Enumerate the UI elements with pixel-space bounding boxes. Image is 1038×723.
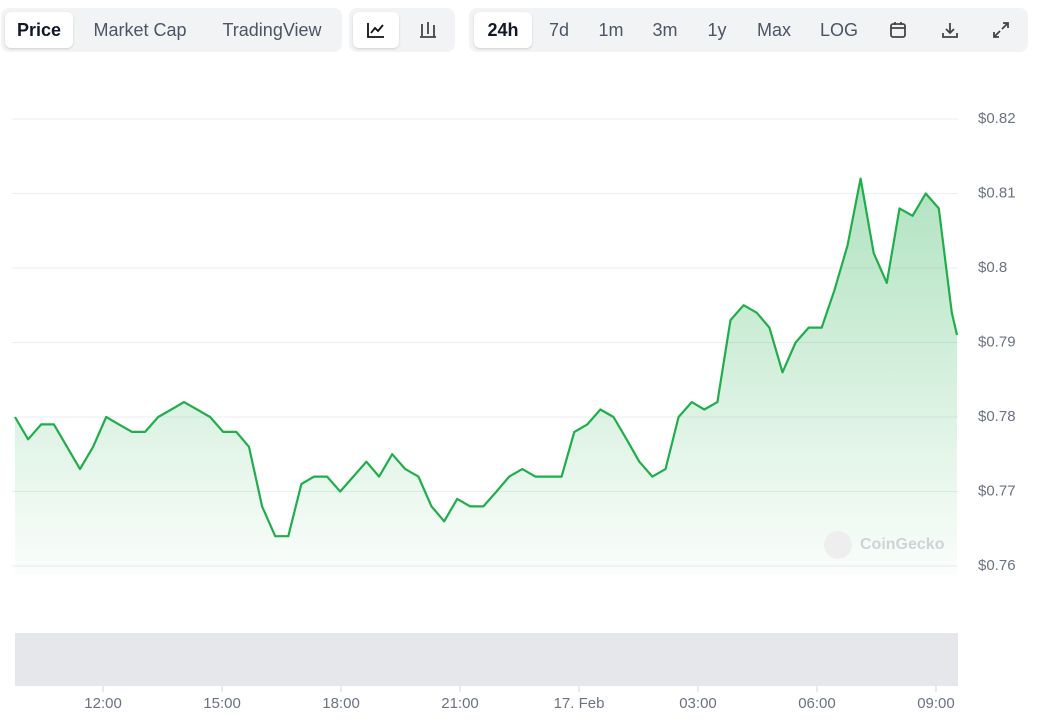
x-tick-label: 06:00	[798, 695, 836, 712]
y-tick-label: $0.8	[978, 259, 1007, 276]
range[interactable]: Max	[756, 20, 791, 40]
download-icon[interactable]	[929, 12, 971, 48]
range[interactable]: LOG	[819, 20, 858, 40]
volume-band	[15, 633, 958, 686]
range[interactable]: 1m	[598, 20, 624, 40]
x-tick-label: 17. Feb	[554, 695, 605, 712]
range[interactable]: 7d	[548, 20, 570, 40]
y-tick-label: $0.76	[978, 557, 1016, 574]
x-tick-label: 09:00	[917, 695, 955, 712]
line-icon[interactable]	[353, 12, 399, 48]
chart-type-group	[349, 8, 455, 52]
x-tick-label: 18:00	[322, 695, 360, 712]
x-tick-label: 21:00	[441, 695, 479, 712]
tab-group: Price Market Cap TradingView	[1, 8, 342, 52]
tab[interactable]: Price	[5, 12, 73, 48]
fullscreen-icon[interactable]	[979, 12, 1023, 48]
y-tick-label: $0.81	[978, 184, 1016, 201]
watermark-logo	[824, 531, 852, 559]
x-tick-label: 03:00	[679, 695, 717, 712]
tab[interactable]: TradingView	[222, 20, 322, 40]
range[interactable]: 24h	[474, 12, 532, 48]
y-tick-label: $0.79	[978, 333, 1016, 350]
price-line	[14, 177, 959, 538]
range[interactable]: 3m	[652, 20, 678, 40]
y-tick-label: $0.82	[978, 110, 1016, 127]
candle-icon[interactable]	[405, 12, 451, 48]
range[interactable]: 1y	[707, 20, 727, 40]
watermark: CoinGecko	[860, 536, 945, 553]
y-tick-label: $0.78	[978, 408, 1016, 425]
calendar-icon[interactable]	[877, 12, 919, 48]
y-tick-label: $0.77	[978, 482, 1016, 499]
tab[interactable]: Market Cap	[93, 20, 187, 40]
area	[15, 178, 957, 575]
x-tick-label: 15:00	[203, 695, 241, 712]
x-tick-label: 12:00	[84, 695, 122, 712]
range-group: 24h 7d 1m 3m 1y Max LOG	[469, 8, 1028, 52]
